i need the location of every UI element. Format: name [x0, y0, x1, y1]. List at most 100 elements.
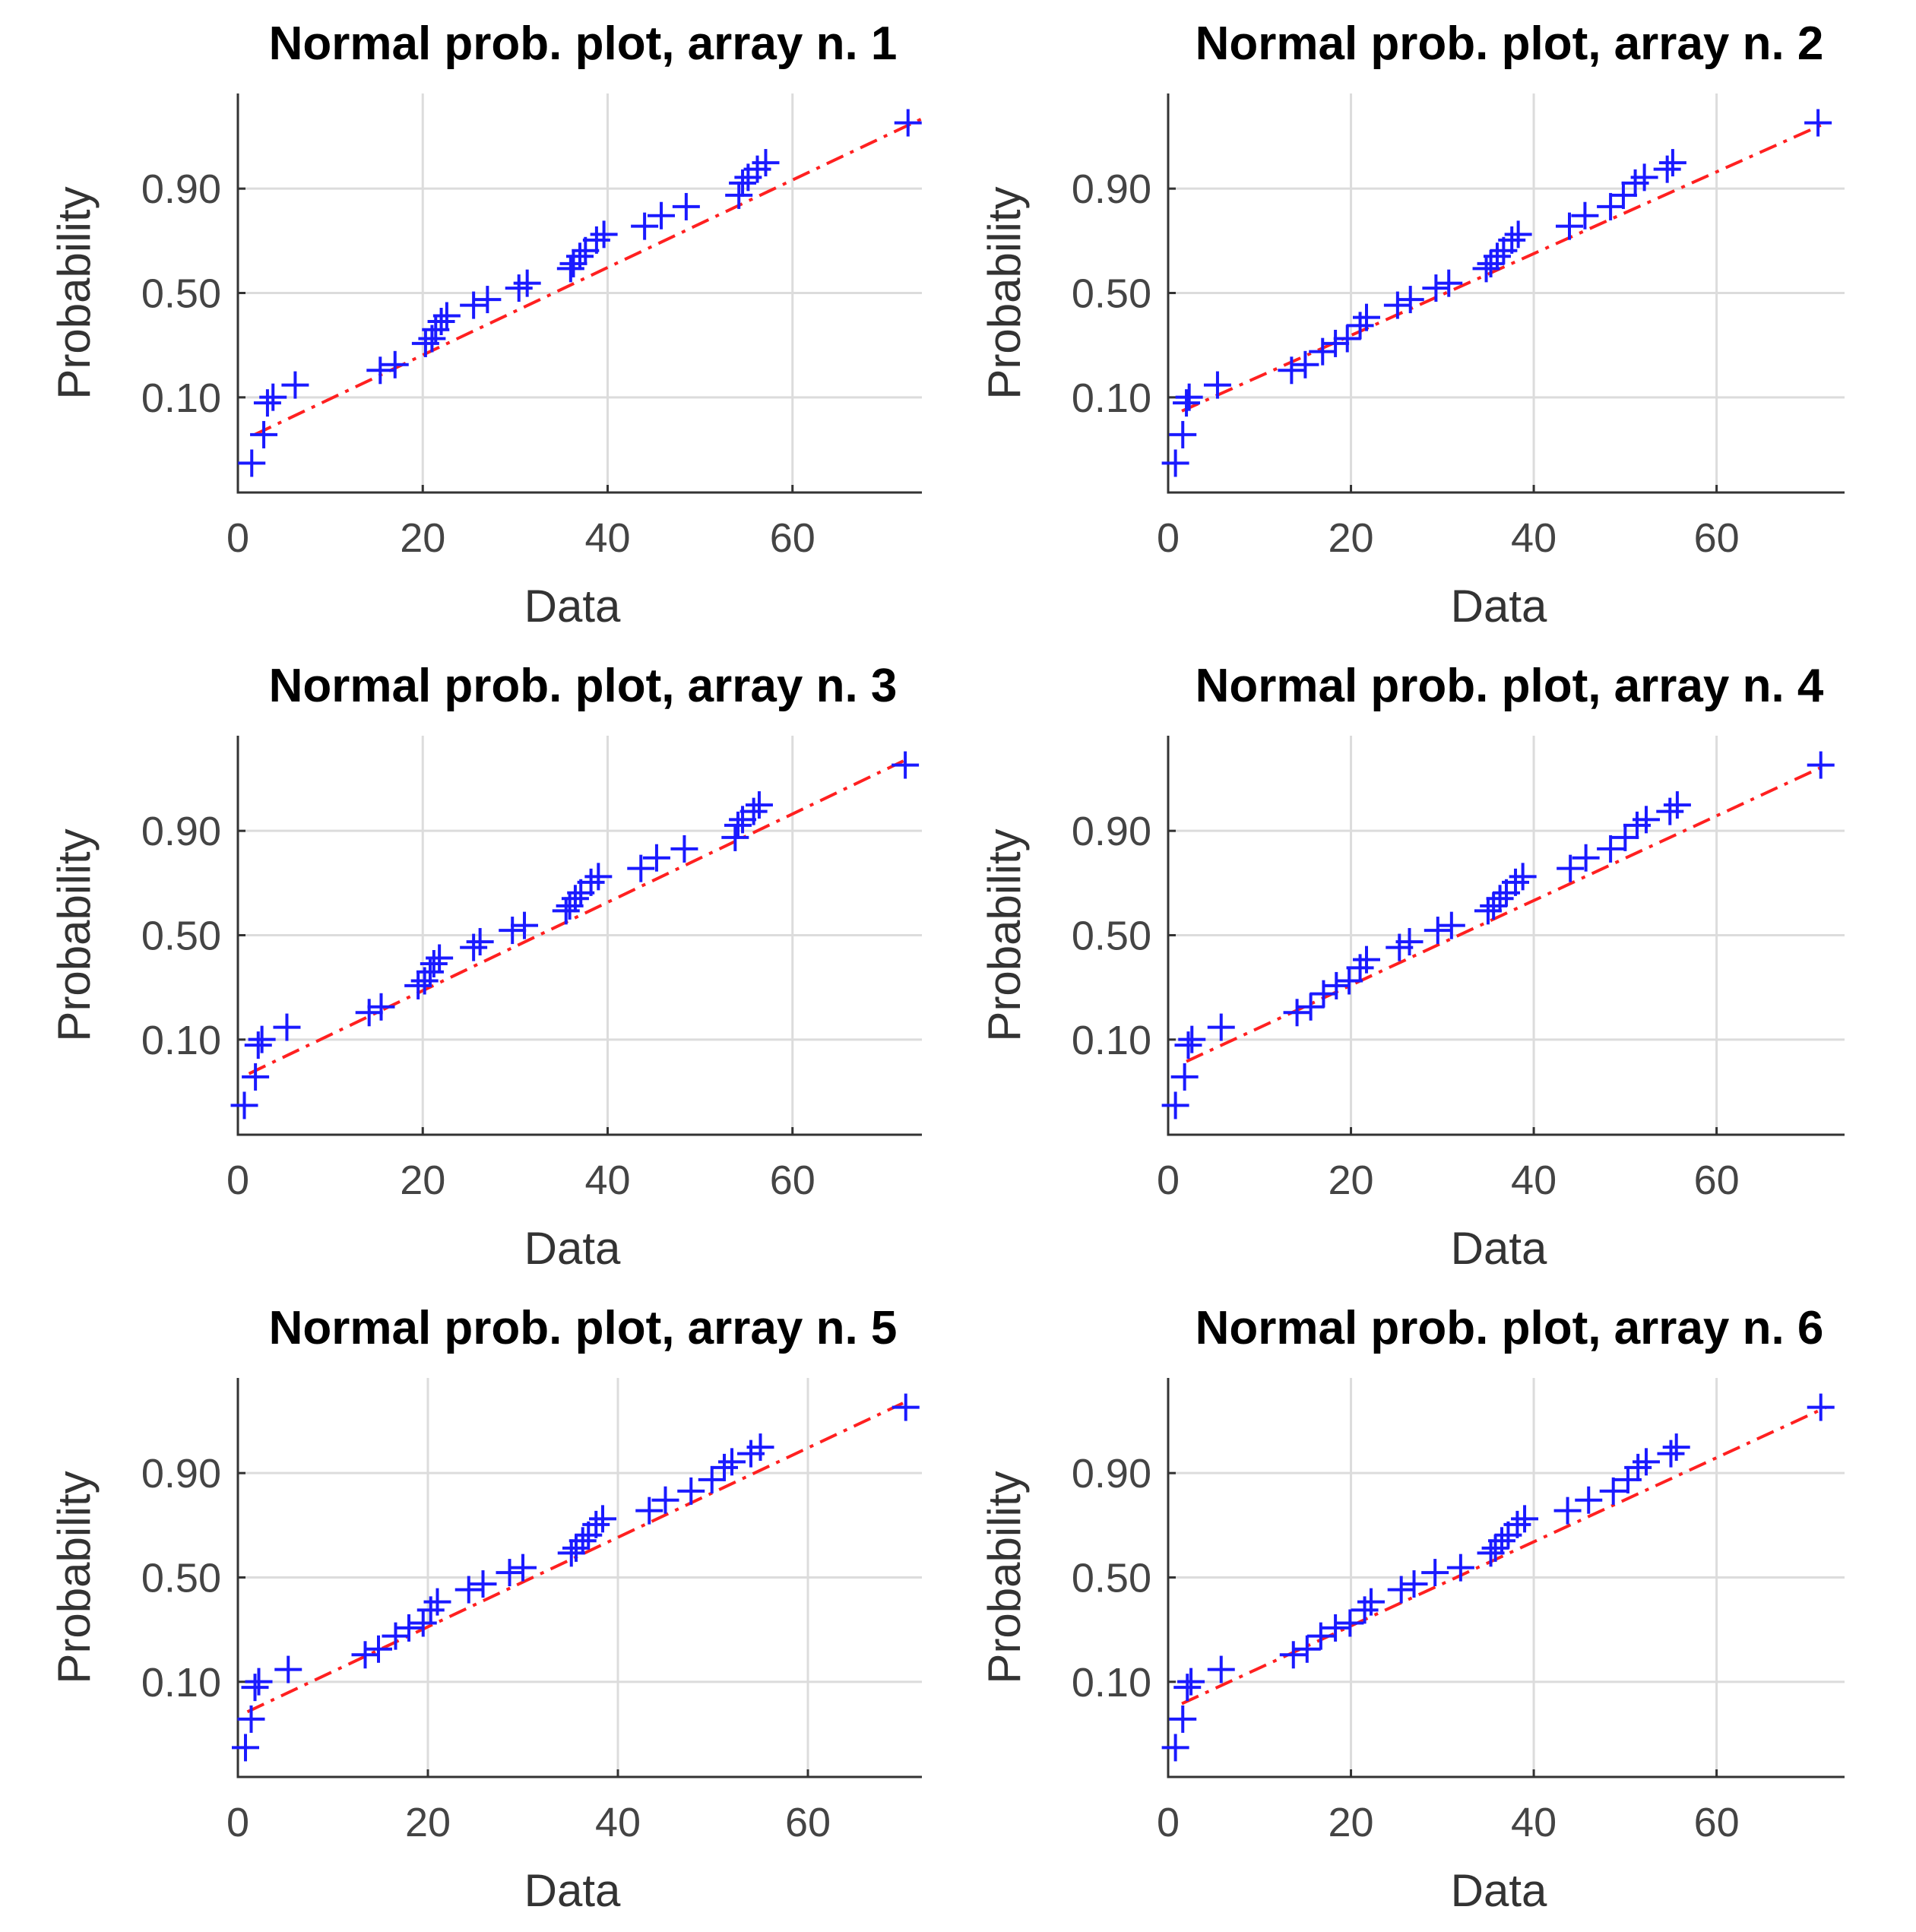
data-point-marker [395, 1614, 423, 1642]
plot-panel-3: 0 20 40 60 0.10 0.50 0.90 Normal prob. plot, ar… [49, 660, 922, 1274]
data-point-marker [721, 823, 749, 851]
data-point-marker [631, 212, 659, 240]
data-point-marker [1487, 1527, 1515, 1555]
plot-title: Normal prob. plot, array n. 1 [269, 17, 898, 70]
data-point-marker [1662, 1433, 1690, 1462]
data-point-marker [245, 1668, 273, 1696]
data-point-marker [230, 1091, 258, 1120]
data-point-marker [1653, 155, 1681, 183]
x-tick-label: 60 [770, 515, 815, 561]
x-axis-label: Data [1451, 581, 1547, 632]
data-point-marker [1169, 420, 1197, 448]
data-point-marker [1633, 1448, 1661, 1476]
x-axis-label: Data [524, 1865, 621, 1916]
data-point-marker [1322, 329, 1350, 357]
data-point-marker [894, 109, 922, 137]
y-tick-label: 0.90 [141, 1451, 221, 1497]
data-point-marker [1658, 149, 1686, 177]
x-tick-label: 40 [1511, 1158, 1557, 1203]
data-point-marker [745, 791, 773, 819]
data-point-marker [381, 350, 409, 378]
data-point-marker [259, 383, 287, 411]
x-tick-label: 20 [1329, 1800, 1374, 1845]
data-point-marker [1571, 201, 1599, 230]
data-point-marker [460, 291, 488, 319]
data-point-marker [724, 811, 752, 839]
y-tick-label: 0.10 [1072, 1660, 1151, 1706]
data-point-marker [427, 308, 455, 335]
x-tick-label: 60 [1694, 1158, 1740, 1203]
y-tick-label: 0.50 [141, 914, 221, 959]
data-point-marker [1657, 1439, 1685, 1468]
data-point-marker [1279, 1641, 1307, 1669]
data-point-marker [1357, 1588, 1385, 1616]
plot-title: Normal prob. plot, array n. 6 [1196, 1302, 1824, 1354]
fit-line [254, 117, 923, 436]
plot-panel-1: 0 20 40 60 0.10 0.50 0.90 Normal prob. plot, ar… [49, 17, 923, 632]
data-point-marker [232, 1734, 259, 1762]
y-axis-label: Probability [49, 828, 100, 1041]
data-point-marker [739, 797, 768, 825]
x-axis-label: Data [524, 1223, 621, 1274]
data-point-marker [1437, 911, 1465, 939]
data-point-marker [1630, 163, 1658, 192]
data-point-marker [513, 269, 541, 297]
data-point-marker [1572, 844, 1600, 872]
data-point-marker [718, 1448, 746, 1476]
data-point-marker [473, 286, 502, 314]
data-point-marker [1169, 1705, 1197, 1733]
data-point-marker [250, 420, 278, 448]
x-axis-label: Data [1451, 1223, 1547, 1274]
data-point-marker [1609, 181, 1637, 209]
data-point-marker [1333, 325, 1361, 353]
x-tick-label: 0 [226, 515, 249, 561]
data-point-marker [1477, 1539, 1505, 1567]
y-tick-label: 0.50 [141, 1556, 221, 1601]
data-point-marker [411, 329, 439, 357]
data-point-marker [1395, 928, 1424, 956]
data-point-marker [556, 892, 584, 920]
plot-title: Normal prob. plot, array n. 5 [269, 1302, 898, 1354]
plot-title: Normal prob. plot, array n. 3 [269, 660, 898, 712]
y-tick-label: 0.90 [1072, 166, 1151, 212]
data-point-marker [1807, 1393, 1835, 1421]
y-tick-label: 0.10 [141, 1018, 221, 1063]
x-tick-label: 20 [1329, 1158, 1374, 1203]
data-point-marker [746, 1433, 774, 1462]
data-point-marker [1807, 751, 1835, 779]
y-tick-label: 0.10 [1072, 1018, 1151, 1063]
data-point-marker [1477, 249, 1505, 277]
data-point-marker [460, 933, 488, 961]
data-point-marker [1555, 212, 1583, 240]
data-point-marker [1178, 1025, 1206, 1053]
data-point-marker [1481, 1534, 1509, 1562]
data-point-marker [241, 1674, 269, 1702]
data-point-marker [1161, 1091, 1189, 1120]
x-tick-label: 40 [595, 1800, 641, 1845]
data-point-marker [577, 868, 605, 896]
data-point-marker [244, 1031, 272, 1059]
data-point-marker [273, 1013, 301, 1041]
data-point-marker [582, 226, 610, 254]
data-point-marker [1474, 897, 1502, 925]
data-point-marker [1177, 1668, 1205, 1696]
data-point-marker [242, 1063, 270, 1091]
data-point-marker [1352, 945, 1380, 974]
x-tick-label: 20 [400, 515, 445, 561]
data-point-marker [1575, 1486, 1603, 1514]
data-point-marker [670, 835, 698, 863]
plot-title: Normal prob. plot, array n. 4 [1196, 660, 1824, 712]
y-axis-label: Probability [979, 1471, 1030, 1683]
data-point-marker [729, 169, 757, 197]
data-point-marker [1663, 791, 1691, 819]
data-point-marker [367, 993, 395, 1021]
x-tick-label: 0 [1157, 1158, 1180, 1203]
y-tick-label: 0.90 [141, 809, 221, 854]
data-point-marker [366, 356, 394, 385]
data-point-marker [1633, 806, 1661, 834]
data-point-marker [1291, 350, 1319, 378]
data-point-marker [1557, 854, 1585, 882]
data-point-marker [496, 1559, 524, 1587]
data-point-marker [1804, 109, 1832, 137]
x-tick-label: 40 [1511, 515, 1557, 561]
